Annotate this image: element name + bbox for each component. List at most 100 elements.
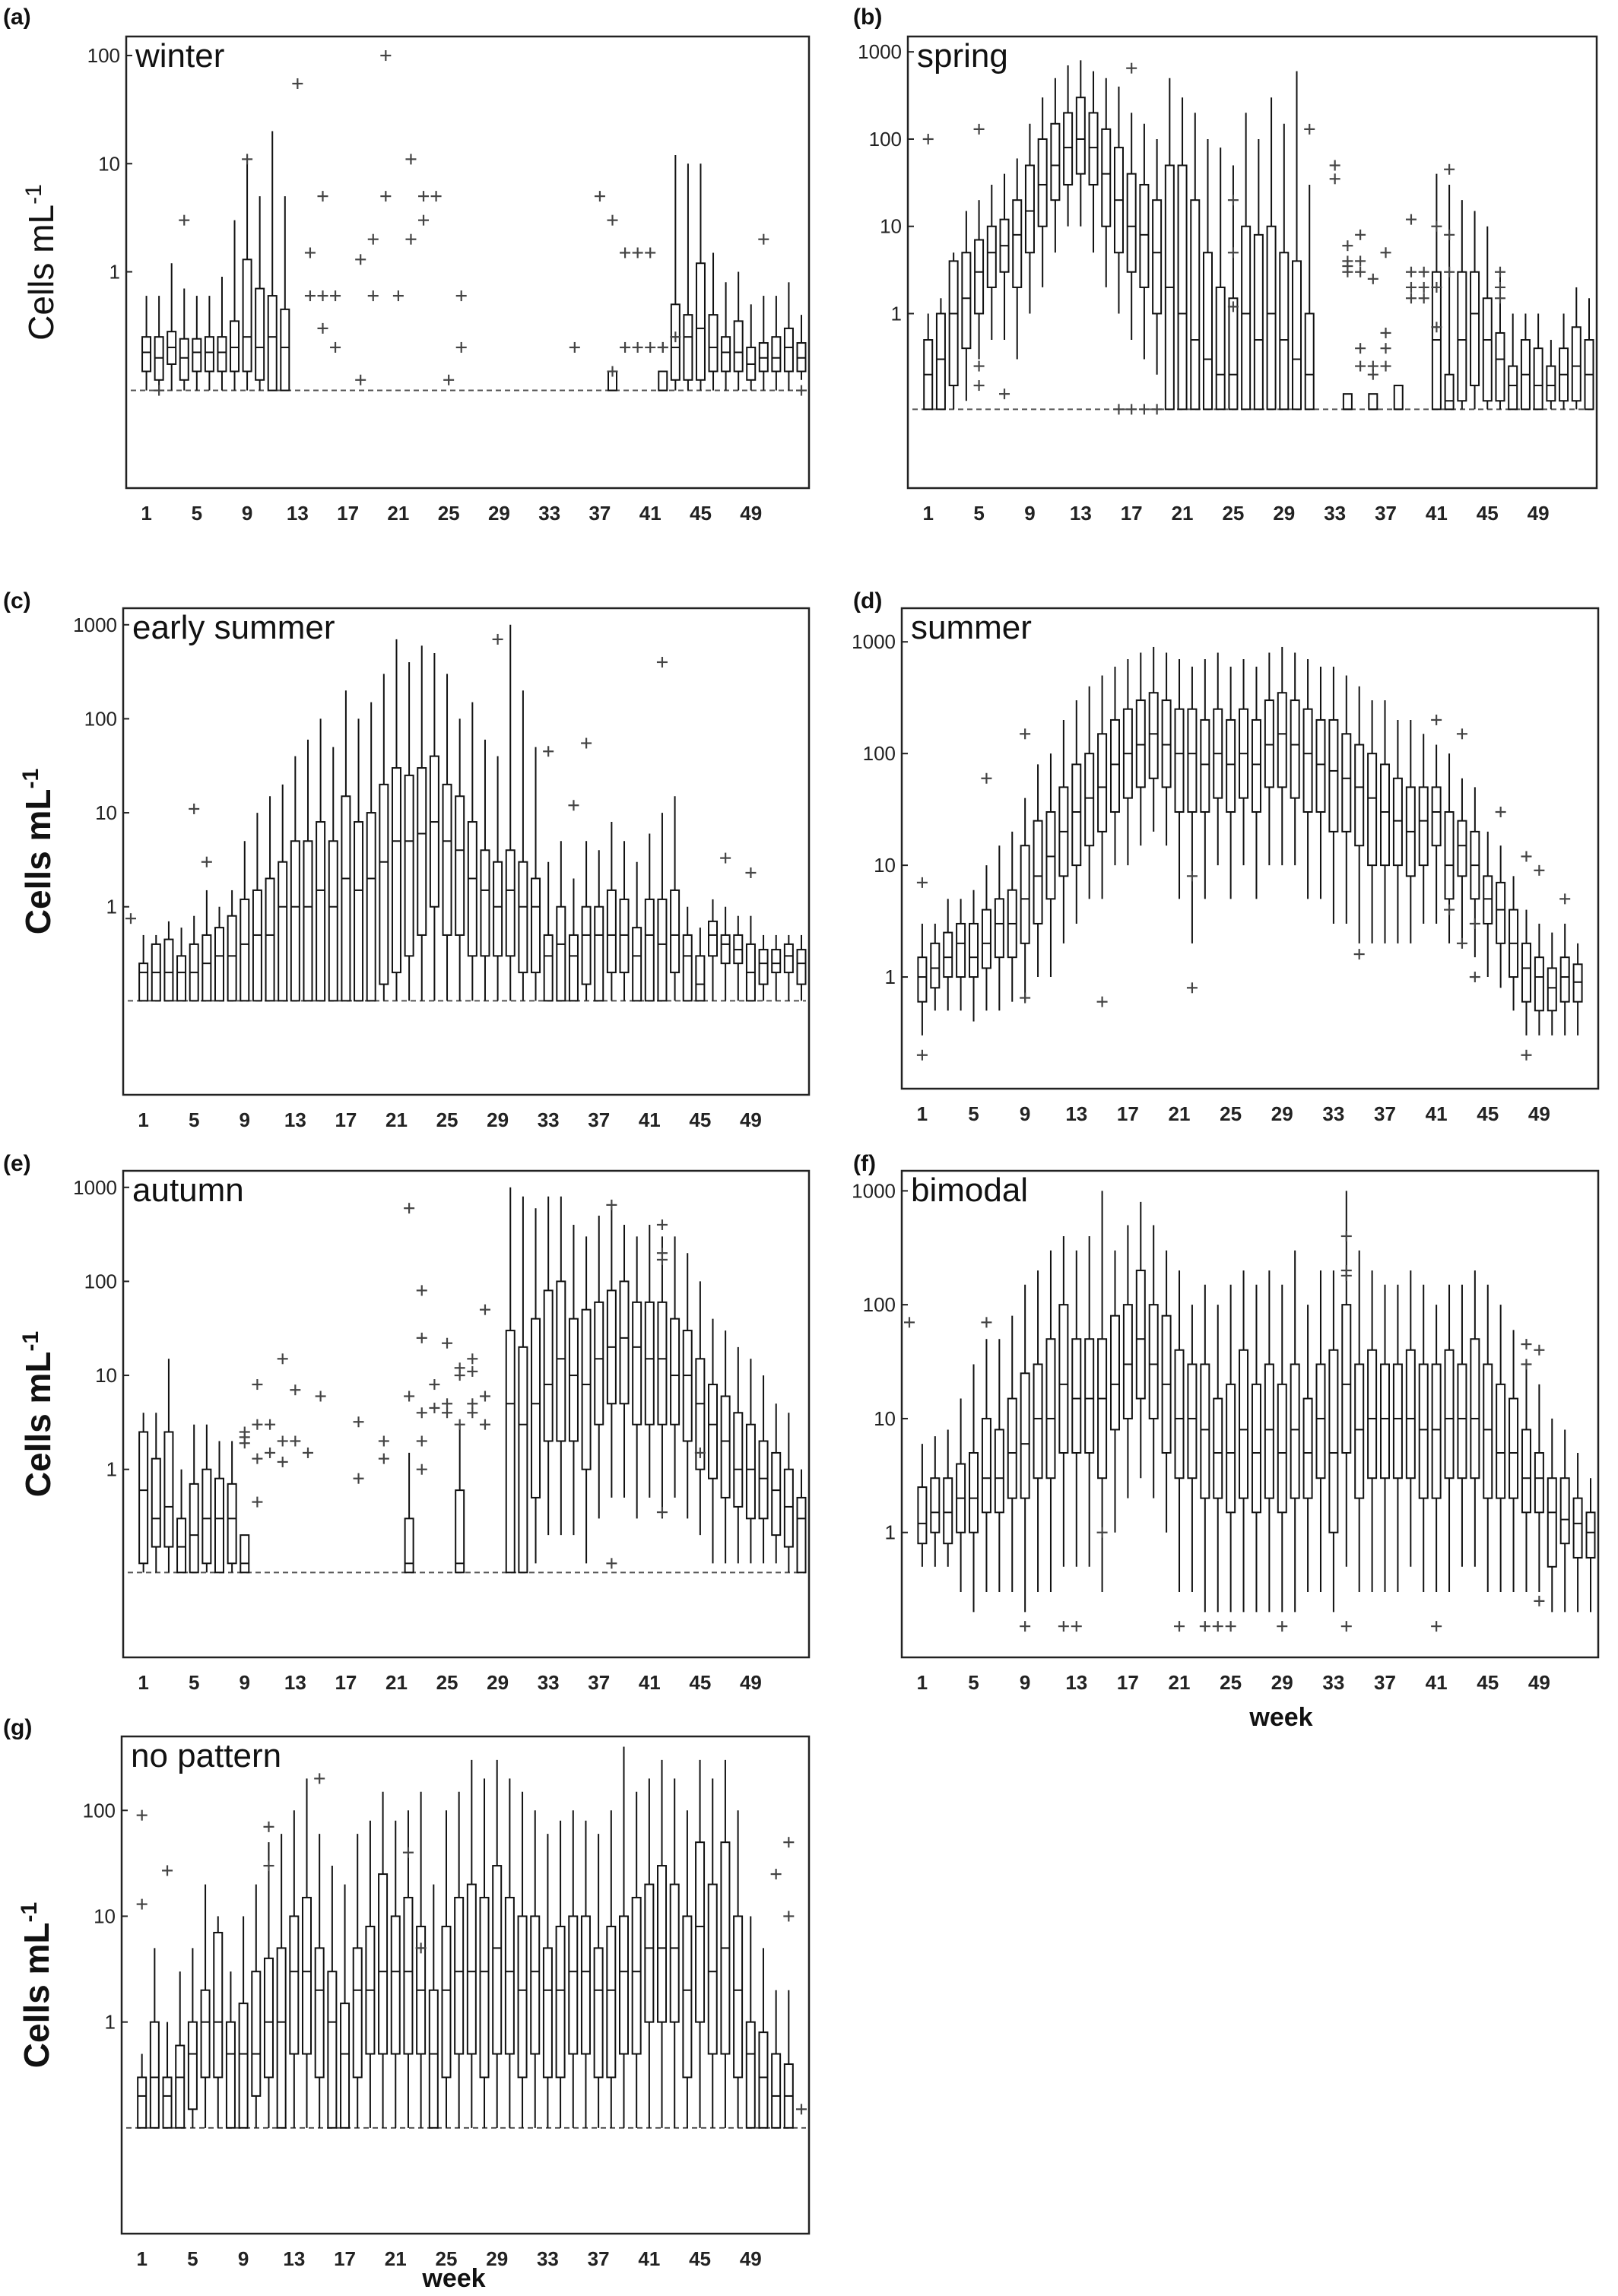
outlier-marker: [581, 737, 592, 749]
outlier-marker: [1494, 281, 1505, 293]
outlier-marker: [1405, 214, 1417, 225]
box-iqr: [1496, 881, 1506, 944]
x-tick-label: 9: [1024, 502, 1035, 525]
box-week-42: [657, 813, 668, 1002]
box-week-45: [695, 1759, 706, 2128]
box-iqr: [280, 308, 290, 392]
box-week-44: [1470, 211, 1480, 410]
y-axis-label-main: Cells mL: [18, 788, 58, 934]
box-week-34: [1342, 393, 1353, 411]
box-iqr: [670, 889, 681, 974]
box-week-27: [1251, 666, 1261, 899]
y-axis-label: Cells mL-1: [21, 184, 61, 341]
y-tick-label: 10: [94, 1904, 116, 1927]
outlier-marker: [1058, 1621, 1069, 1632]
box-iqr: [531, 1318, 541, 1498]
box-iqr: [758, 1440, 769, 1520]
outlier-marker: [1444, 163, 1455, 175]
box-iqr: [204, 336, 214, 373]
x-tick-label: 33: [1324, 502, 1346, 525]
outlier-marker: [136, 1898, 148, 1910]
outlier-marker: [263, 1821, 274, 1832]
box-week-20: [378, 1791, 389, 2128]
box-week-16: [1109, 666, 1120, 866]
box-iqr: [683, 314, 693, 381]
outlier-marker: [1355, 255, 1366, 267]
outlier-marker: [770, 1869, 782, 1880]
outlier-marker: [467, 1407, 478, 1419]
panel-letter: (b): [853, 5, 882, 30]
box-week-26: [1241, 113, 1252, 411]
box-week-4: [961, 211, 972, 401]
outlier-marker: [277, 1353, 288, 1365]
y-tick-label: 10: [874, 1407, 896, 1430]
box-week-24: [1213, 652, 1223, 866]
outlier-marker: [304, 290, 316, 302]
outlier-marker: [670, 331, 681, 343]
outlier-marker: [330, 290, 341, 302]
box-iqr: [1177, 164, 1188, 411]
box-iqr: [1024, 164, 1035, 254]
box-week-1: [138, 1413, 149, 1573]
season-label: autumn: [132, 1172, 244, 1209]
box-iqr: [1521, 1429, 1531, 1514]
plot-frame: [120, 1735, 811, 2235]
outlier-marker: [252, 1496, 263, 1508]
outlier-marker: [252, 1453, 263, 1464]
box-iqr: [771, 1451, 782, 1536]
box-week-1: [137, 2053, 148, 2129]
season-label: bimodal: [911, 1172, 1028, 1209]
outlier-marker: [1126, 404, 1137, 415]
box-week-20: [1164, 78, 1175, 411]
outlier-marker: [455, 341, 467, 353]
x-axis-label: week: [421, 2264, 485, 2293]
outlier-marker: [1329, 160, 1340, 171]
outlier-marker: [317, 290, 328, 302]
x-tick-label: 45: [689, 2247, 711, 2270]
outlier-marker: [606, 1558, 617, 1569]
outlier-marker: [442, 1407, 453, 1419]
y-tick-label: 1000: [73, 1176, 117, 1199]
x-tick-label: 9: [1020, 1671, 1030, 1694]
box-iqr: [531, 877, 541, 974]
box-week-52: [1572, 1453, 1583, 1613]
box-iqr: [1368, 393, 1378, 411]
box-week-9: [240, 841, 250, 1002]
x-tick-label: 21: [385, 1671, 408, 1694]
box-iqr: [771, 949, 782, 974]
box-week-23: [1202, 138, 1213, 411]
outlier-marker: [355, 254, 366, 265]
box-week-51: [771, 934, 782, 1001]
box-iqr: [981, 1417, 991, 1514]
x-tick-label: 33: [537, 2247, 559, 2270]
panel-letter: (e): [3, 1151, 31, 1176]
box-week-25: [441, 1810, 452, 2128]
box-iqr: [1012, 199, 1023, 288]
y-axis-label-sup: -1: [21, 184, 46, 205]
box-iqr: [240, 898, 250, 1002]
outlier-marker: [796, 2104, 807, 2115]
box-week-4: [956, 899, 966, 1011]
outlier-marker: [1367, 273, 1378, 284]
y-tick-label: 1: [885, 1521, 896, 1544]
box-week-7: [217, 277, 227, 391]
outlier-marker: [1020, 992, 1031, 1004]
box-iqr: [708, 314, 719, 373]
box-iqr: [555, 1925, 566, 2079]
box-week-47: [721, 282, 731, 391]
box-week-15: [316, 718, 326, 1002]
x-tick-label: 1: [917, 1671, 928, 1694]
box-week-17: [1122, 1225, 1133, 1498]
box-week-49: [1534, 1384, 1544, 1593]
box-week-10: [1037, 97, 1048, 287]
box-week-11: [265, 796, 275, 1002]
box-iqr: [956, 922, 966, 978]
box-iqr: [682, 1915, 693, 2079]
box-week-20: [1161, 1250, 1172, 1533]
box-iqr: [707, 1883, 718, 2055]
box-iqr: [1277, 1383, 1287, 1514]
outlier-marker: [479, 1419, 490, 1430]
x-tick-label: 21: [1169, 1671, 1191, 1694]
box-week-28: [1266, 97, 1277, 411]
box-week-44: [682, 906, 693, 1002]
